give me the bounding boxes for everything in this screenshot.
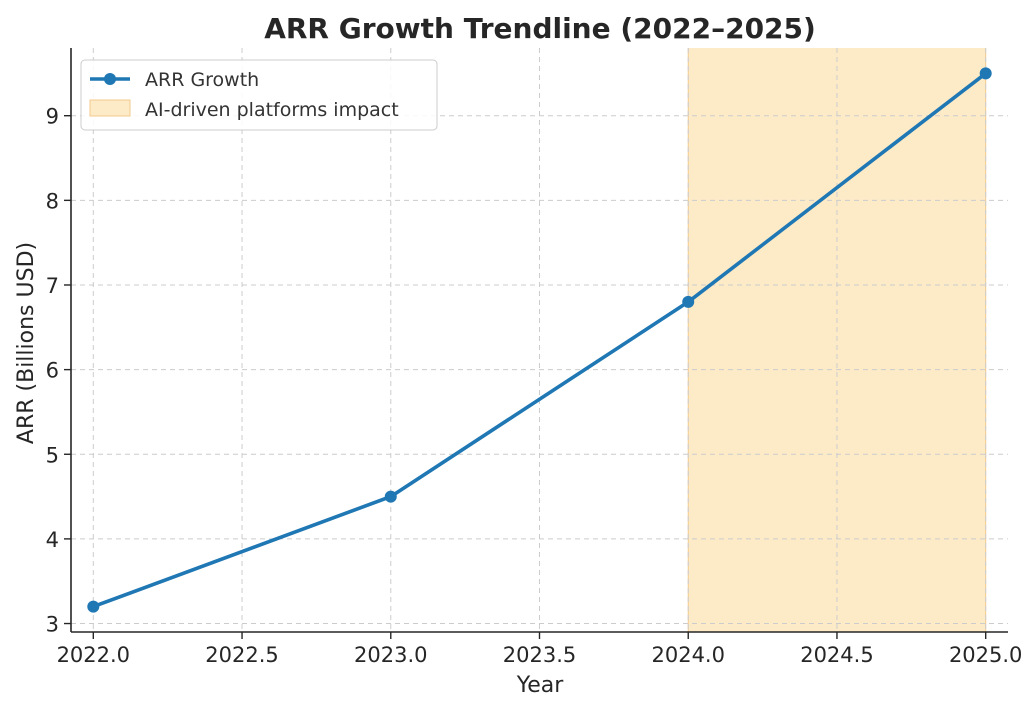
legend-label-arr-growth: ARR Growth bbox=[145, 69, 259, 91]
legend-marker-swatch bbox=[104, 73, 116, 85]
y-tick-label: 8 bbox=[46, 189, 59, 213]
x-tick-label: 2023.0 bbox=[354, 643, 427, 667]
x-tick-label: 2025.0 bbox=[949, 643, 1022, 667]
x-tick-label: 2023.5 bbox=[503, 643, 576, 667]
data-point bbox=[979, 67, 992, 80]
chart-title: ARR Growth Trendline (2022–2025) bbox=[264, 12, 816, 45]
x-tick-label: 2022.5 bbox=[205, 643, 278, 667]
x-tick-label: 2024.0 bbox=[651, 643, 724, 667]
y-tick-label: 3 bbox=[46, 613, 59, 637]
y-tick-label: 6 bbox=[46, 359, 59, 383]
y-axis-label: ARR (Billions USD) bbox=[14, 242, 39, 444]
data-point bbox=[682, 295, 695, 308]
y-tick-label: 4 bbox=[46, 528, 59, 552]
y-tick-label: 7 bbox=[46, 274, 59, 298]
legend-box bbox=[80, 59, 438, 131]
plot-area: 2022.0 2022.5 2023.0 2023.5 2024.0 2024.5 2025… bbox=[46, 48, 1022, 667]
legend-label-ai-impact: AI-driven platforms impact bbox=[145, 99, 399, 121]
x-axis-label: Year bbox=[516, 673, 565, 698]
legend: ARR Growth AI-driven platforms impact bbox=[80, 59, 438, 131]
x-tick-label: 2024.5 bbox=[800, 643, 873, 667]
data-point bbox=[87, 600, 100, 613]
y-tick-label: 9 bbox=[46, 105, 59, 129]
data-point bbox=[384, 490, 397, 503]
x-tick-label: 2022.0 bbox=[57, 643, 130, 667]
series-line bbox=[91, 71, 988, 609]
legend-span-swatch bbox=[89, 99, 131, 117]
y-tick-label: 5 bbox=[46, 443, 59, 467]
